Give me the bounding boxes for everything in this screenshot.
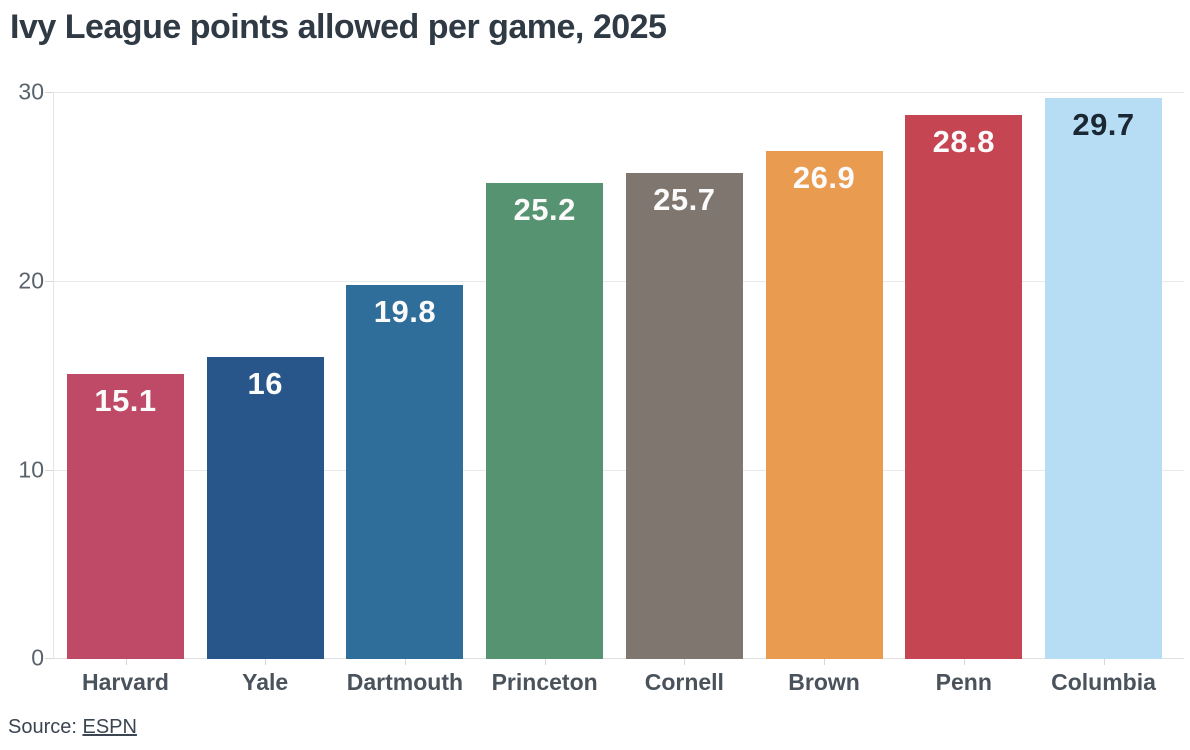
x-category-label-cornell: Cornell [644, 669, 724, 695]
chart-title: Ivy League points allowed per game, 2025 [10, 8, 667, 46]
plot-area: 0 10 20 30 15.1 Harvard 16 Yale 19.8 Dartmouth 25.… [18, 79, 1184, 695]
y-tick-mark-0 [45, 658, 53, 659]
x-category-label-yale: Yale [242, 669, 289, 695]
x-tick-mark-yale [265, 659, 267, 665]
x-tick-mark-columbia [1103, 659, 1105, 665]
x-tick-mark-harvard [125, 659, 127, 665]
x-axis-baseline [54, 658, 1184, 659]
x-tick-mark-cornell [684, 659, 686, 665]
y-tick-mark-20 [45, 281, 53, 282]
bar-value-label-harvard: 15.1 [94, 382, 157, 418]
bar-dartmouth[interactable]: 19.8 [346, 284, 464, 659]
x-category-label-penn: Penn [935, 669, 992, 695]
bar-yale[interactable]: 16 [206, 356, 324, 659]
gridline-y-20 [54, 281, 1184, 282]
source-link[interactable]: ESPN [82, 716, 137, 738]
x-category-label-princeton: Princeton [491, 669, 598, 695]
bar-princeton[interactable]: 25.2 [486, 182, 604, 659]
bar-value-label-brown: 26.9 [792, 159, 856, 195]
bar-value-label-dartmouth: 19.8 [373, 293, 437, 329]
bar-value-label-penn: 28.8 [932, 123, 995, 159]
bar-columbia[interactable]: 29.7 [1045, 97, 1162, 659]
y-tick-label-20: 20 [18, 267, 44, 294]
gridline-y-30 [54, 92, 1184, 93]
y-tick-mark-10 [45, 470, 53, 471]
x-category-label-dartmouth: Dartmouth [346, 669, 464, 695]
y-tick-label-30: 30 [18, 78, 44, 105]
bar-value-label-columbia: 29.7 [1072, 106, 1135, 142]
bar-value-label-princeton: 25.2 [513, 191, 576, 227]
x-tick-mark-penn [963, 659, 965, 665]
y-tick-label-10: 10 [18, 456, 44, 483]
x-tick-mark-brown [824, 659, 826, 665]
x-category-label-columbia: Columbia [1051, 669, 1156, 695]
gridline-y-10 [54, 470, 1184, 471]
bar-brown[interactable]: 26.9 [765, 150, 883, 659]
bar-penn[interactable]: 28.8 [905, 114, 1023, 659]
bar-value-label-yale: 16 [247, 365, 283, 401]
source-prefix: Source: [8, 716, 83, 738]
y-tick-label-0: 0 [31, 644, 44, 671]
bar-cornell[interactable]: 25.7 [625, 173, 743, 659]
x-tick-mark-dartmouth [404, 659, 406, 665]
source-line: Source: ESPN [8, 716, 137, 739]
bar-harvard[interactable]: 15.1 [67, 373, 184, 659]
x-tick-mark-princeton [544, 659, 546, 665]
y-tick-mark-30 [45, 92, 53, 93]
x-category-label-harvard: Harvard [82, 669, 169, 695]
x-category-label-brown: Brown [788, 669, 860, 695]
bar-value-label-cornell: 25.7 [653, 182, 716, 218]
